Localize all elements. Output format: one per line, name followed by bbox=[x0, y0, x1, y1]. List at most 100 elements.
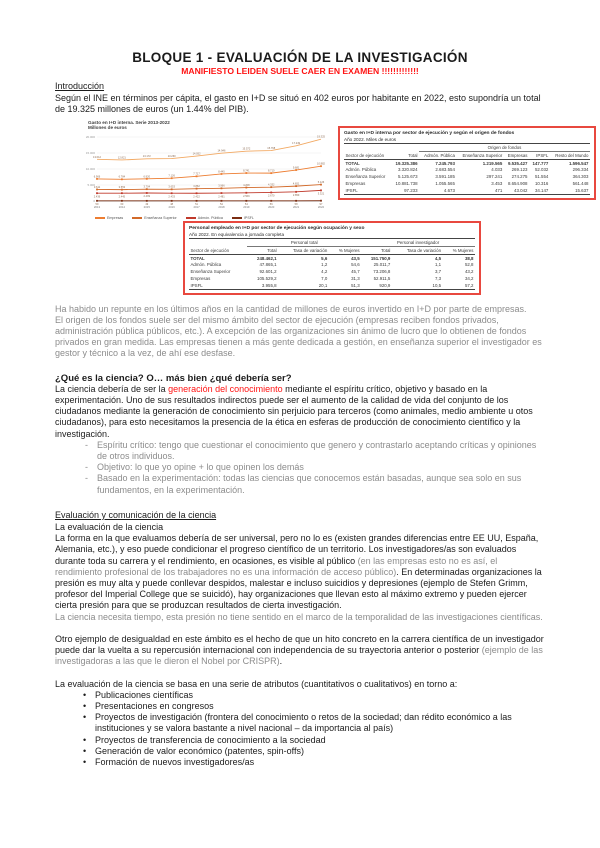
page-title: BLOQUE 1 - EVALUACIÓN DE LA INVESTIGACIÓ… bbox=[132, 50, 468, 65]
svg-text:2019: 2019 bbox=[243, 205, 250, 209]
table-row: TOTAL 248.462,1 5,6 43,5 151.750,9 4,5 38,8 bbox=[190, 255, 474, 261]
otro-ejemplo-paragraph: Otro ejemplo de desigualdad en este ámbi… bbox=[55, 634, 545, 668]
svg-text:14.946: 14.946 bbox=[217, 148, 225, 152]
legend-swatch-icon bbox=[132, 217, 143, 220]
list-item: Basado en la experimentación: todas las … bbox=[85, 473, 545, 495]
chart-title: Gasto en I+D interna. Serie 2013-2022 Mi… bbox=[88, 120, 170, 131]
svg-text:3.862: 3.862 bbox=[193, 184, 200, 188]
gasto-id-table: Gasto en I+D interna por sector de ejecu… bbox=[338, 125, 596, 200]
svg-text:60: 60 bbox=[120, 202, 123, 206]
svg-text:2022: 2022 bbox=[318, 205, 325, 209]
otro-text: Otro ejemplo de desigualdad en este ámbi… bbox=[55, 633, 544, 656]
list-item: Proyectos de investigación (frontera del… bbox=[83, 712, 545, 734]
list-item: Espíritu crítico: tengo que cuestionar e… bbox=[85, 440, 545, 462]
legend-label: IPSFL bbox=[243, 215, 254, 220]
que-es-text-a: La ciencia debería de ser la bbox=[55, 383, 169, 394]
evaluacion-heading: Evaluación y comunicación de la ciencia bbox=[55, 509, 217, 520]
svg-text:5.126: 5.126 bbox=[318, 180, 325, 184]
svg-text:9.681: 9.681 bbox=[293, 165, 300, 169]
que-es-red-phrase: generación del conocimiento bbox=[168, 383, 283, 394]
svg-text:54: 54 bbox=[245, 202, 248, 206]
table-row: IPSFL 97.233 4.673 471 43.042 34.147 15.637 bbox=[345, 187, 589, 193]
svg-text:10.882: 10.882 bbox=[317, 161, 325, 165]
note-tiempo: La ciencia necesita tiempo, esta presión… bbox=[55, 611, 543, 622]
table-subtitle: Año 2022. En equivalencia a jornada comp… bbox=[189, 231, 285, 237]
svg-text:3.611: 3.611 bbox=[94, 184, 101, 188]
table-row: TOTAL 19.325.386 7.245.793 1.219.565 9.535.4… bbox=[345, 160, 589, 166]
legend-swatch-icon bbox=[185, 217, 196, 220]
legend-label: Empresas bbox=[107, 215, 124, 220]
table-row: IPSFL 3.955,8 20,1 51,3 920,9 10,5 57,2 bbox=[190, 282, 474, 288]
svg-text:2.445: 2.445 bbox=[119, 194, 126, 198]
chart-title-line2: Millones de euros bbox=[88, 125, 127, 131]
svg-text:2017: 2017 bbox=[193, 205, 200, 209]
svg-text:4.208: 4.208 bbox=[243, 183, 250, 187]
svg-text:4.651: 4.651 bbox=[293, 181, 300, 185]
svg-text:2013: 2013 bbox=[94, 205, 101, 209]
legend-label: Admón. Pública bbox=[197, 215, 223, 220]
svg-text:2.433: 2.433 bbox=[168, 194, 175, 198]
svg-text:51: 51 bbox=[195, 202, 198, 206]
que-es-heading: ¿Qué es la ciencia? O… más bien ¿qué deb… bbox=[55, 372, 292, 384]
note-repunte: Ha habido un repunte en los últimos años… bbox=[55, 303, 527, 314]
note-origen-fondos: El origen de los fondos suele ser del mi… bbox=[55, 314, 542, 359]
svg-text:2.481: 2.481 bbox=[218, 194, 225, 198]
table-row: Empresas 10.881.738 1.055.565 3.453 8.654.90… bbox=[345, 180, 589, 186]
svg-text:54: 54 bbox=[220, 202, 223, 206]
list-item: Publicaciones científicas bbox=[83, 690, 545, 701]
table-row: Enseñanza Superior 92.601,2 4,2 45,7 73.206,… bbox=[190, 269, 474, 275]
svg-text:8.741: 8.741 bbox=[243, 168, 250, 172]
chart-legend: Empresas Enseñanza Superior Admón. Pública… bbox=[95, 213, 254, 224]
svg-text:19.325: 19.325 bbox=[317, 134, 325, 138]
svg-text:4.332: 4.332 bbox=[268, 182, 275, 186]
svg-text:58: 58 bbox=[295, 202, 298, 206]
svg-text:8.710: 8.710 bbox=[268, 168, 275, 172]
svg-text:2.670: 2.670 bbox=[268, 193, 275, 197]
svg-text:6.906: 6.906 bbox=[94, 174, 101, 178]
table-title: Gasto en I+D interna por sector de ejecu… bbox=[344, 130, 515, 136]
svg-text:13.172: 13.172 bbox=[143, 154, 151, 158]
atributos-bullet-list: Publicaciones científicas Presentaciones… bbox=[55, 690, 545, 769]
svg-text:59: 59 bbox=[96, 202, 99, 206]
table-subtitle: Año 2022. Miles de euros bbox=[344, 136, 397, 142]
svg-text:3.966: 3.966 bbox=[218, 183, 225, 187]
svg-text:2.859: 2.859 bbox=[293, 193, 300, 197]
svg-text:20.000: 20.000 bbox=[86, 135, 96, 139]
rd-expenditure-line-chart: 0 5.000 10.000 15.000 20.000 2013 2014 2015 2016… bbox=[86, 134, 326, 209]
otro-period: . bbox=[279, 656, 283, 667]
legend-swatch-icon bbox=[231, 217, 242, 220]
svg-text:2016: 2016 bbox=[169, 205, 176, 209]
svg-text:17.249: 17.249 bbox=[292, 141, 300, 145]
svg-text:2.436: 2.436 bbox=[94, 194, 101, 198]
svg-text:13.260: 13.260 bbox=[168, 154, 176, 158]
evaluacion-gray-aside: (en las empresas esto no es así, el rend… bbox=[55, 555, 498, 577]
svg-text:3.653: 3.653 bbox=[168, 184, 175, 188]
intro-paragraph: Según el INE en términos per cápita, el … bbox=[55, 93, 541, 115]
figure-ine: Gasto en I+D interna. Serie 2013-2022 Mi… bbox=[0, 120, 600, 304]
list-item: Generación de valor económico (patentes,… bbox=[83, 746, 545, 757]
svg-text:2.422: 2.422 bbox=[193, 194, 200, 198]
svg-text:14.052: 14.052 bbox=[193, 151, 201, 155]
svg-text:2020: 2020 bbox=[268, 205, 275, 209]
legend-item: IPSFL bbox=[231, 213, 254, 224]
svg-text:10.000: 10.000 bbox=[86, 167, 96, 171]
svg-text:2021: 2021 bbox=[293, 205, 300, 209]
exam-warning: MANIFIESTO LEIDEN SUELE CAER EN EXAMEN !… bbox=[181, 66, 419, 76]
que-es-paragraph: La ciencia debería de ser la generación … bbox=[55, 384, 545, 440]
evaluacion-text-b: . En determinadas organizaciones la pres… bbox=[55, 566, 542, 611]
data-table: Sector de ejecución Total Origen de fondos… bbox=[344, 143, 590, 195]
svg-text:3.704: 3.704 bbox=[144, 184, 151, 188]
atributos-intro: La evaluación de la ciencia se basa en u… bbox=[55, 678, 458, 689]
legend-item: Admón. Pública bbox=[185, 213, 223, 224]
svg-text:2014: 2014 bbox=[119, 205, 126, 209]
svg-text:3.321: 3.321 bbox=[318, 191, 325, 195]
svg-text:2018: 2018 bbox=[218, 205, 225, 209]
svg-text:2015: 2015 bbox=[144, 205, 151, 209]
evaluacion-text-a: La forma en la que evaluamos debería de … bbox=[55, 533, 539, 566]
svg-text:13.012: 13.012 bbox=[93, 154, 101, 158]
table-row: Empresas 105.529,2 7,0 31,3 52.911,5 7,3 34,2 bbox=[190, 275, 474, 281]
otro-gray-aside: (ejemplo de las investigadoras a las que… bbox=[55, 645, 543, 667]
list-item: Objetivo: lo que yo opine + lo que opine… bbox=[85, 462, 545, 473]
legend-item: Enseñanza Superior bbox=[132, 213, 177, 224]
list-item: Proyectos de transferencia de conocimien… bbox=[83, 735, 545, 746]
